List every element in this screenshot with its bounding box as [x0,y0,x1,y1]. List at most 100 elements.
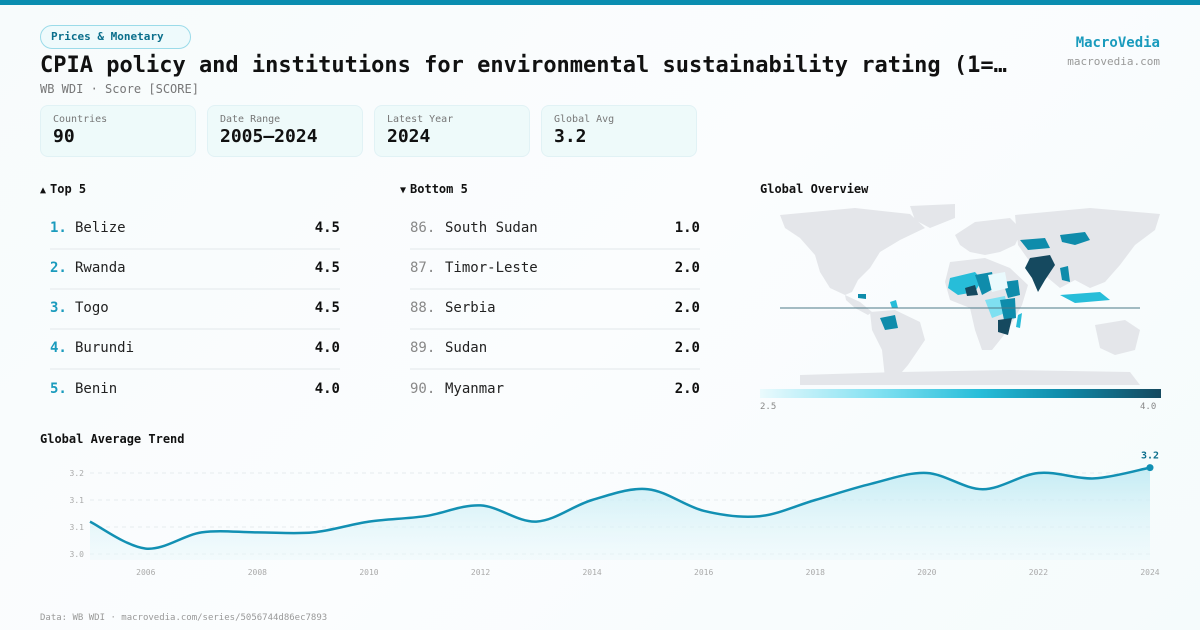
country-vietnam-laos[interactable] [1060,266,1070,282]
y-tick-label: 3.1 [70,523,85,532]
y-tick-label: 3.1 [70,496,85,505]
country-central-asia[interactable] [1020,238,1050,250]
top-accent-bar [0,0,1200,5]
country-name: South Sudan [445,220,538,236]
list-item[interactable]: 3. Togo 4.5 [50,290,340,330]
y-tick-label: 3.2 [70,469,85,478]
country-value: 1.0 [674,220,700,236]
list-item[interactable]: 90. Myanmar 2.0 [410,370,700,410]
brand-url[interactable]: macrovedia.com [1067,55,1160,68]
list-item[interactable]: 4. Burundi 4.0 [50,330,340,370]
country-value: 2.0 [674,260,700,276]
country-name: Myanmar [445,381,505,397]
country-sudan[interactable] [988,272,1008,292]
stat-countries: Countries 90 [40,105,196,157]
trend-title: Global Average Trend [40,432,185,446]
list-item[interactable]: 89. Sudan 2.0 [410,330,700,370]
country-value: 4.5 [314,220,340,236]
trend-area [90,467,1150,560]
country-name: Timor-Leste [445,260,538,276]
stat-global-avg: Global Avg 3.2 [541,105,697,157]
country-name: Rwanda [75,260,126,276]
stat-label: Countries [53,114,108,125]
data-point [1146,464,1154,472]
trend-chart[interactable]: 3.0 3.1 3.1 3.2 2006 2008 2010 2012 2014 2016 2018… [40,445,1170,585]
antarctica [800,370,1140,385]
footer-source: Data: WB WDI · macrovedia.com/series/505… [40,613,328,623]
north-america [780,208,925,295]
country-name: Serbia [445,300,496,316]
x-tick-label: 2012 [471,568,490,577]
greenland [910,204,955,228]
highlighted-countries [858,232,1110,335]
country-name: Togo [75,300,109,316]
country-value: 4.5 [314,300,340,316]
list-item[interactable]: 5. Benin 4.0 [50,370,340,410]
page-title: CPIA policy and institutions for environ… [40,53,1007,78]
australia [1095,320,1140,355]
rank: 90. [410,381,436,397]
central-america [845,295,872,315]
country-name: Belize [75,220,126,236]
country-guyana[interactable] [890,300,898,308]
list-item[interactable]: 2. Rwanda 4.5 [50,250,340,290]
trend-line [89,466,1151,550]
country-value: 2.0 [674,300,700,316]
country-mozambique[interactable] [998,318,1012,335]
rank: 87. [410,260,436,276]
list-item[interactable]: 87. Timor-Leste 2.0 [410,250,700,290]
country-togo-benin[interactable] [965,285,978,296]
rank: 4. [50,340,67,356]
rank: 88. [410,300,436,316]
stat-label: Date Range [220,114,281,125]
country-india[interactable] [1025,255,1055,292]
top5-heading: ▲ Top 5 [40,182,340,198]
country-value: 2.0 [674,340,700,356]
x-tick-label: 2018 [806,568,825,577]
country-indonesia[interactable] [1060,292,1110,303]
x-tick-label: 2010 [359,568,378,577]
x-tick-label: 2008 [248,568,267,577]
stat-value: 2024 [387,126,431,147]
world-map[interactable] [760,200,1160,385]
rank: 1. [50,220,67,236]
bottom5-heading: ▼ Bottom 5 [400,182,700,198]
category-badge[interactable]: Prices & Monetary [40,25,191,49]
country-name: Sudan [445,340,488,356]
country-madagascar[interactable] [1016,313,1022,328]
country-east-africa[interactable] [1000,298,1016,320]
brand-logo[interactable]: MacroVedia [1075,35,1160,51]
rank: 3. [50,300,67,316]
country-name: Burundi [75,340,135,356]
stat-value: 3.2 [554,126,587,147]
y-tick-label: 3.0 [70,550,85,559]
stat-date-range: Date Range 2005–2024 [207,105,363,157]
triangle-down-icon: ▼ [400,185,407,196]
list-item[interactable]: 86. South Sudan 1.0 [410,210,700,250]
rank: 2. [50,260,67,276]
stat-latest-year: Latest Year 2024 [374,105,530,157]
map-color-legend [760,389,1161,398]
x-tick-label: 2024 [1140,568,1159,577]
stat-label: Global Avg [554,114,615,125]
rank: 5. [50,381,67,397]
country-mongolia[interactable] [1060,232,1090,245]
rank: 89. [410,340,436,356]
list-item[interactable]: 88. Serbia 2.0 [410,290,700,330]
list-item[interactable]: 1. Belize 4.5 [50,210,340,250]
rank: 86. [410,220,436,236]
x-tick-label: 2014 [582,568,601,577]
x-tick-label: 2020 [917,568,936,577]
africa [945,258,1028,350]
country-bolivia[interactable] [880,315,898,330]
country-value: 4.5 [314,260,340,276]
country-honduras[interactable] [858,294,866,299]
stat-value: 2005–2024 [220,126,318,147]
page-subtitle: WB WDI · Score [SCORE] [40,82,199,96]
land-masses [780,204,1160,385]
map-title: Global Overview [760,182,869,196]
legend-min-label: 2.5 [760,402,777,412]
stat-value: 90 [53,126,75,147]
stats-row: Countries 90 Date Range 2005–2024 Latest… [40,105,697,157]
legend-max-label: 4.0 [1140,402,1157,412]
